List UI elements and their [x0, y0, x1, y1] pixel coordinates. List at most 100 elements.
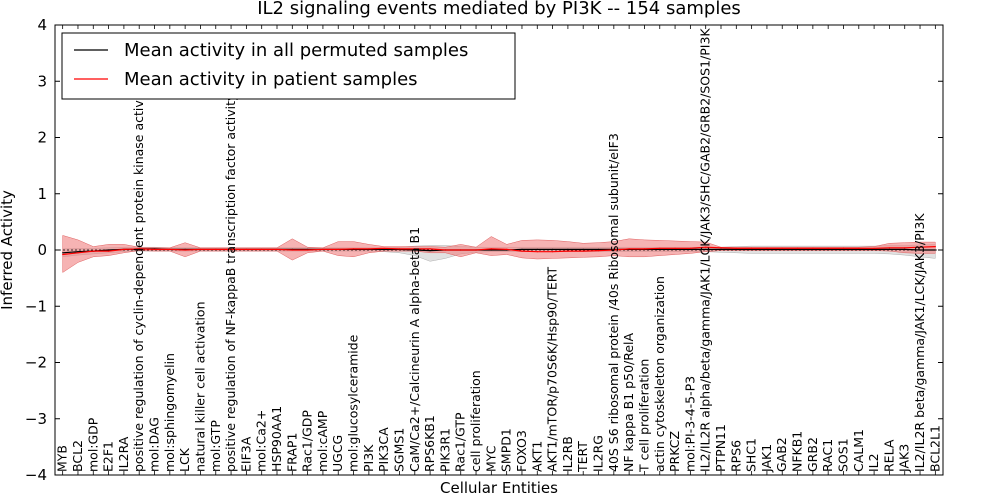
- y-tick-label: −2: [25, 354, 47, 372]
- x-tick-label: NFKB1: [790, 431, 805, 472]
- data-point: [659, 247, 661, 249]
- data-point: [383, 247, 385, 249]
- data-point: [398, 248, 401, 250]
- data-point: [276, 248, 278, 250]
- data-point: [597, 248, 600, 250]
- x-tick-label: MYB: [55, 445, 70, 472]
- data-point: [444, 249, 446, 251]
- data-point: [812, 248, 814, 250]
- x-tick-label: E2F1: [101, 441, 116, 472]
- x-tick-label: EIF3A: [238, 436, 253, 472]
- x-tick-label: PTPN11: [713, 424, 728, 472]
- data-point: [123, 248, 125, 250]
- data-point: [368, 248, 370, 250]
- data-point: [705, 248, 707, 250]
- data-point: [766, 248, 768, 250]
- x-tick-label: JAK3: [897, 444, 912, 473]
- data-point: [720, 247, 722, 249]
- x-tick-label: natural killer cell activation: [192, 301, 207, 472]
- data-point: [138, 248, 140, 250]
- data-point: [873, 247, 875, 249]
- data-point: [842, 248, 845, 250]
- data-point: [858, 247, 860, 249]
- data-point: [291, 249, 293, 251]
- data-point: [353, 248, 355, 250]
- x-tick-label: mol:GTP: [208, 420, 223, 472]
- x-tick-label: RPS6: [728, 440, 743, 472]
- data-point: [490, 248, 492, 250]
- legend-label-patient: Mean activity in patient samples: [124, 69, 418, 90]
- x-tick-label: GRB2: [805, 437, 820, 472]
- data-point: [735, 247, 737, 249]
- x-tick-label: PIK3R1: [437, 428, 452, 472]
- data-point: [567, 250, 569, 252]
- x-tick-label: RELA: [881, 439, 896, 472]
- x-tick-label: actin cytoskeleton organization: [652, 276, 667, 472]
- data-point: [888, 248, 891, 250]
- data-point: [674, 248, 676, 250]
- y-axis-title: Inferred Activity: [0, 190, 16, 310]
- data-point: [919, 246, 921, 248]
- data-point: [873, 248, 875, 250]
- x-tick-label: RPS6KB1: [422, 415, 437, 472]
- x-tick-label: mol:sphingomyelin: [162, 353, 177, 472]
- data-point: [536, 251, 538, 253]
- data-point: [552, 248, 554, 250]
- x-tick-label: IL2RB: [560, 436, 575, 472]
- x-axis: MYB BCL2 mol:GDP E2F1 IL2RA positive regulati…: [55, 25, 942, 475]
- data-point: [77, 251, 79, 253]
- data-point: [842, 247, 845, 249]
- x-tick-label: UGCG: [330, 435, 345, 472]
- data-point: [904, 247, 906, 249]
- data-point: [674, 247, 676, 249]
- data-point: [751, 248, 753, 250]
- y-tick-label: 3: [37, 72, 47, 90]
- data-point: [781, 247, 783, 249]
- data-point: [169, 248, 171, 250]
- y-tick-label: 4: [37, 16, 47, 34]
- x-tick-label: SOS1: [835, 438, 850, 472]
- data-point: [888, 247, 891, 249]
- data-point: [230, 248, 232, 250]
- data-point: [429, 250, 431, 252]
- data-point: [919, 249, 921, 251]
- x-tick-label: Rac1/GTP: [453, 412, 468, 472]
- data-point: [904, 248, 906, 250]
- legend-label-permuted: Mean activity in all permuted samples: [124, 40, 468, 61]
- data-point: [613, 249, 615, 251]
- data-point: [812, 247, 814, 249]
- x-tick-label: PIK3CA: [376, 427, 391, 472]
- x-tick-label: HSP90AA1: [269, 406, 284, 472]
- data-point: [261, 248, 263, 250]
- data-point: [521, 250, 523, 252]
- data-point: [689, 248, 692, 250]
- y-tick-label: −1: [25, 297, 47, 315]
- data-point: [536, 248, 538, 250]
- data-point: [567, 248, 569, 250]
- data-point: [827, 247, 829, 249]
- data-point: [751, 247, 753, 249]
- data-point: [62, 253, 64, 256]
- x-tick-label: cell proliferation: [468, 370, 483, 472]
- x-tick-label: RAC1: [820, 439, 835, 472]
- chart-title: IL2 signaling events mediated by PI3K --…: [257, 0, 741, 19]
- data-point: [582, 248, 584, 250]
- data-point: [934, 249, 936, 251]
- x-tick-label: SGMS1: [391, 428, 406, 472]
- x-tick-label: PRKCZ: [667, 431, 682, 472]
- data-point: [77, 252, 79, 254]
- x-tick-label: BCL2: [70, 440, 85, 472]
- x-tick-label: mol:glucosylceramide: [346, 334, 361, 472]
- data-point: [858, 248, 860, 250]
- x-tick-label: positive regulation of NF-kappaB transcr…: [223, 93, 238, 472]
- x-tick-label: IL2/IL2R alpha/beta/gamma/JAK1/LCK/JAK3/…: [698, 28, 713, 472]
- data-point: [659, 248, 661, 250]
- x-tick-label: IL2: [866, 453, 881, 472]
- y-tick-label: −4: [25, 466, 47, 484]
- data-point: [705, 246, 707, 248]
- x-tick-label: TERT: [575, 441, 590, 473]
- x-tick-label: LCK: [177, 447, 192, 472]
- legend-box: [61, 32, 516, 100]
- y-tick-label: 0: [37, 241, 47, 259]
